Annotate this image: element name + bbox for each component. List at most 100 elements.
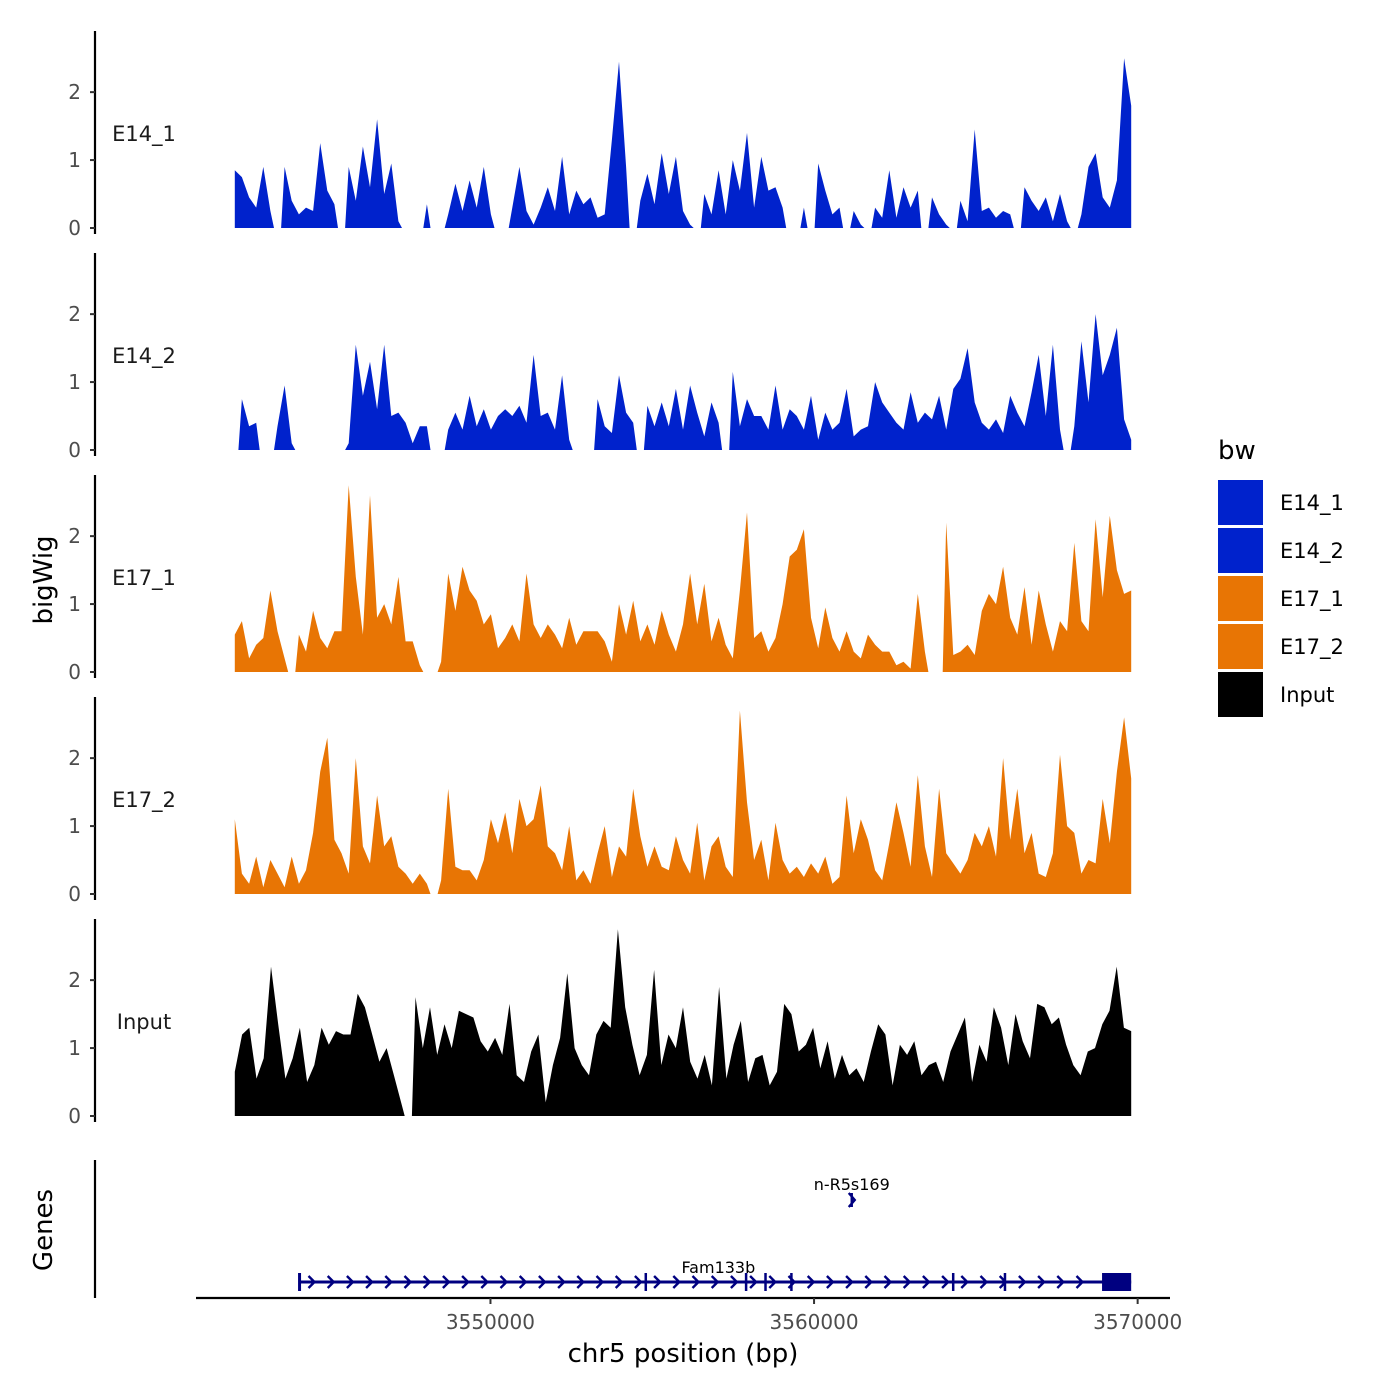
strand-arrow: [922, 1275, 931, 1289]
y-tick-label: 2: [68, 746, 81, 770]
strand-arrow: [634, 1275, 643, 1289]
legend-label: E14_2: [1280, 539, 1344, 564]
strand-arrow: [461, 1275, 470, 1289]
track-E14_2: 0 1 2 E14_2: [68, 253, 1132, 462]
coverage-area: [700, 132, 787, 228]
strand-arrow: [826, 1275, 835, 1289]
y-tick-label: 1: [68, 370, 81, 394]
y-tick-label: 0: [68, 216, 81, 240]
small-gene-mark: [847, 1192, 857, 1208]
strand-arrow: [384, 1275, 393, 1289]
coverage-area: [281, 143, 338, 228]
coverage-area: [956, 129, 1014, 228]
strand-arrow: [1056, 1275, 1065, 1289]
strand-arrow: [710, 1275, 720, 1289]
coverage-area: [871, 170, 922, 228]
coverage-area: [1077, 58, 1132, 229]
x-tick-label: 3570000: [1093, 1310, 1182, 1334]
coverage-area: [1020, 187, 1071, 228]
y-axis-title: bigWig: [29, 535, 59, 624]
strand-arrow: [576, 1275, 585, 1289]
coverage-area: [444, 166, 495, 228]
strand-arrow: [442, 1275, 451, 1289]
strand-arrow: [730, 1275, 739, 1289]
strand-arrow: [1018, 1275, 1027, 1289]
track-label: E14_1: [112, 122, 176, 147]
strand-arrow: [672, 1275, 681, 1289]
legend-swatch: [1218, 528, 1263, 573]
x-axis: 3550000 3560000 3570000: [196, 1296, 1182, 1334]
coverage-area: [437, 512, 929, 672]
strand-arrow: [403, 1275, 413, 1289]
coverage-area: [234, 166, 274, 228]
strand-arrow: [365, 1275, 374, 1289]
track-label: E17_1: [112, 566, 176, 591]
gene-panel-title: Genes: [29, 1189, 59, 1271]
y-tick-label: 1: [68, 592, 81, 616]
track-E14_1: 0 1 2 E14_1: [68, 31, 1132, 240]
track-Input: 0 1 2 Input: [68, 919, 1132, 1128]
coverage-area: [274, 385, 296, 450]
strand-arrow: [422, 1275, 432, 1289]
strand-arrow: [518, 1275, 528, 1289]
strand-arrow: [653, 1275, 662, 1289]
coverage-area: [636, 153, 694, 228]
track-label: Input: [117, 1010, 171, 1034]
y-tick-label: 1: [68, 814, 81, 838]
strand-arrow: [346, 1275, 355, 1289]
y-tick-label: 2: [68, 302, 81, 326]
legend-swatch: [1218, 480, 1263, 525]
strand-arrow: [1037, 1275, 1046, 1289]
strand-arrow: [595, 1275, 605, 1289]
strand-arrow: [902, 1275, 912, 1289]
legend-swatch: [1218, 576, 1263, 621]
gene-label: n-R5s169: [814, 1175, 890, 1194]
strand-arrow: [749, 1275, 758, 1289]
gene-panel: Fam133b n-R5s169: [93, 1160, 1132, 1298]
strand-arrow: [557, 1275, 566, 1289]
strand-arrow: [326, 1275, 336, 1289]
strand-arrow: [941, 1275, 950, 1289]
y-tick-label: 2: [68, 80, 81, 104]
y-tick-label: 0: [68, 882, 81, 906]
coverage-area: [423, 204, 431, 228]
strand-arrow: [538, 1275, 547, 1289]
coverage-area: [234, 590, 289, 672]
strand-arrow: [960, 1275, 969, 1289]
terminal-exon: [1102, 1273, 1132, 1291]
coverage-area: [345, 344, 431, 450]
legend-label: E17_2: [1280, 635, 1344, 660]
strand-arrow: [1075, 1275, 1085, 1289]
legend: bw E14_1 E14_2 E17_1 E17_2 Input: [1218, 436, 1344, 717]
strand-arrow: [480, 1275, 489, 1289]
legend-label: E14_1: [1280, 491, 1344, 516]
coverage-area: [411, 929, 1132, 1116]
legend-label: E17_1: [1280, 587, 1344, 612]
coverage-area: [234, 966, 405, 1116]
x-tick-label: 3560000: [770, 1310, 859, 1334]
coverage-area: [814, 163, 844, 228]
signal-tracks: 0 1 2 E14_1 0 1 2 E14_2 0 1 2 E17_1 0 1 2 E17_2 0 1 2 Input: [68, 31, 1132, 1128]
coverage-area: [594, 375, 637, 450]
coverage-area: [295, 485, 424, 672]
coverage-area: [800, 207, 808, 228]
track-E17_1: 0 1 2 E17_1: [68, 475, 1132, 684]
coverage-area: [643, 385, 723, 450]
strand-arrow: [307, 1275, 317, 1289]
legend-title: bw: [1218, 436, 1256, 466]
legend-swatch: [1218, 624, 1263, 669]
gene-label: Fam133b: [681, 1258, 755, 1277]
coverage-area: [345, 119, 402, 228]
y-tick-label: 2: [68, 968, 81, 992]
y-tick-label: 0: [68, 1104, 81, 1128]
coverage-area: [444, 354, 573, 450]
legend-label: Input: [1280, 683, 1334, 707]
strand-arrow: [883, 1275, 893, 1289]
y-tick-label: 0: [68, 660, 81, 684]
legend-swatch: [1218, 672, 1263, 717]
strand-arrow: [864, 1275, 873, 1289]
coverage-area: [928, 197, 950, 228]
strand-arrow: [614, 1275, 624, 1289]
x-axis-title: chr5 position (bp): [568, 1339, 799, 1369]
